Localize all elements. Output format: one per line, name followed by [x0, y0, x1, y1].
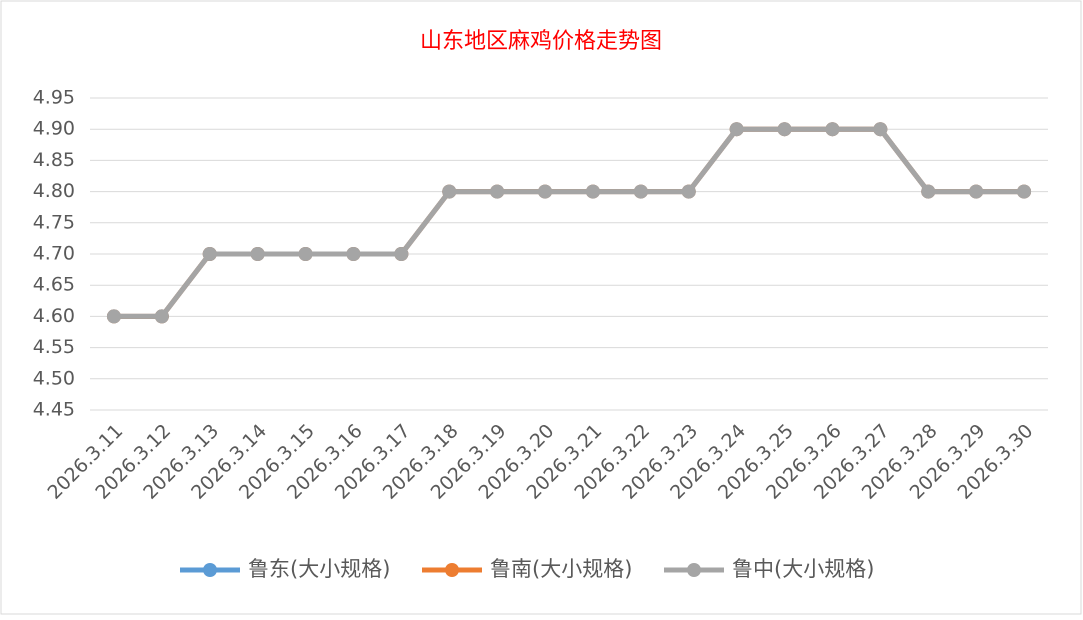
data-point — [825, 122, 840, 137]
data-point — [298, 247, 313, 261]
data-point — [154, 309, 169, 324]
y-tick-label: 4.50 — [33, 367, 75, 389]
legend-marker — [687, 563, 701, 577]
data-point — [490, 184, 505, 199]
data-point — [969, 184, 984, 199]
y-tick-label: 4.80 — [33, 180, 75, 202]
data-point — [202, 247, 217, 261]
legend-label: 鲁南(大小规格) — [490, 557, 632, 581]
y-tick-label: 4.65 — [33, 274, 75, 296]
data-point — [921, 184, 936, 199]
y-tick-label: 4.95 — [33, 87, 75, 109]
y-tick-label: 4.85 — [33, 149, 75, 171]
data-point — [442, 184, 457, 199]
data-point — [585, 184, 600, 199]
legend-marker — [203, 563, 217, 577]
data-point — [394, 247, 409, 261]
y-tick-label: 4.90 — [33, 118, 75, 140]
series-line — [113, 126, 1025, 319]
data-point — [633, 184, 648, 199]
y-tick-label: 4.55 — [33, 336, 75, 358]
data-point — [250, 247, 265, 261]
legend-label: 鲁中(大小规格) — [732, 557, 874, 581]
data-point — [777, 122, 792, 137]
y-tick-label: 4.70 — [33, 243, 75, 265]
y-tick-label: 4.60 — [33, 305, 75, 327]
y-tick-label: 4.45 — [33, 399, 75, 421]
data-point — [106, 309, 121, 324]
data-point — [1017, 184, 1032, 199]
y-tick-label: 4.75 — [33, 211, 75, 233]
legend-label: 鲁东(大小规格) — [248, 557, 390, 581]
data-point — [873, 122, 888, 137]
legend-marker — [445, 563, 459, 577]
data-point — [346, 247, 361, 261]
data-point — [681, 184, 696, 199]
data-point — [729, 122, 744, 137]
chart-title: 山东地区麻鸡价格走势图 — [420, 29, 662, 54]
data-point — [538, 184, 553, 199]
